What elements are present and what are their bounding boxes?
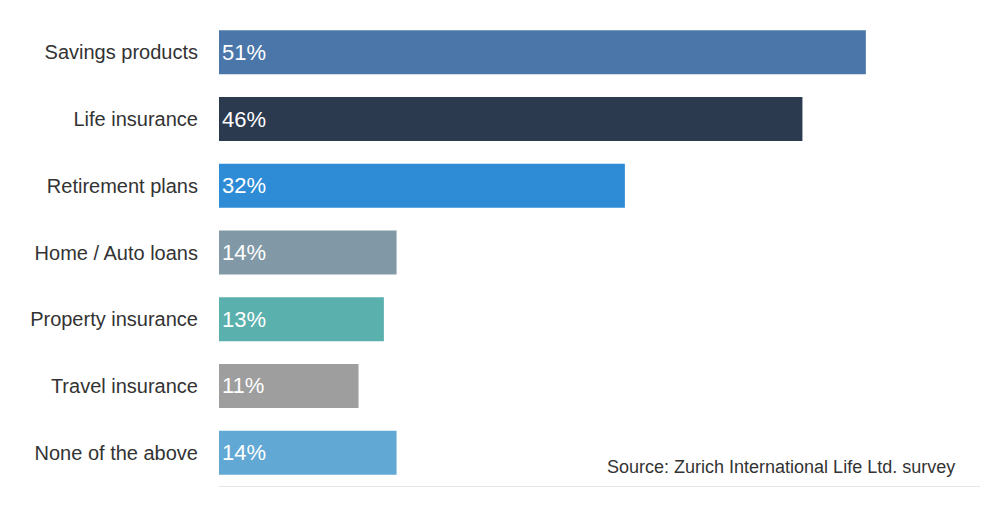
- svg-text:None of the above: None of the above: [35, 442, 198, 464]
- svg-text:46%: 46%: [222, 107, 266, 132]
- svg-text:Life insurance: Life insurance: [73, 108, 198, 130]
- svg-text:Retirement plans: Retirement plans: [47, 175, 198, 197]
- svg-text:Travel insurance: Travel insurance: [51, 375, 198, 397]
- svg-text:Property insurance: Property insurance: [30, 308, 198, 330]
- svg-text:14%: 14%: [222, 440, 266, 465]
- svg-text:13%: 13%: [222, 307, 266, 332]
- svg-text:11%: 11%: [222, 373, 264, 398]
- svg-text:51%: 51%: [222, 40, 266, 65]
- svg-text:Savings products: Savings products: [45, 41, 198, 63]
- svg-text:Home / Auto loans: Home / Auto loans: [35, 242, 198, 264]
- svg-text:14%: 14%: [222, 240, 266, 265]
- svg-text:Source: Zurich International L: Source: Zurich International Life Ltd. s…: [607, 457, 955, 477]
- svg-text:32%: 32%: [222, 173, 266, 198]
